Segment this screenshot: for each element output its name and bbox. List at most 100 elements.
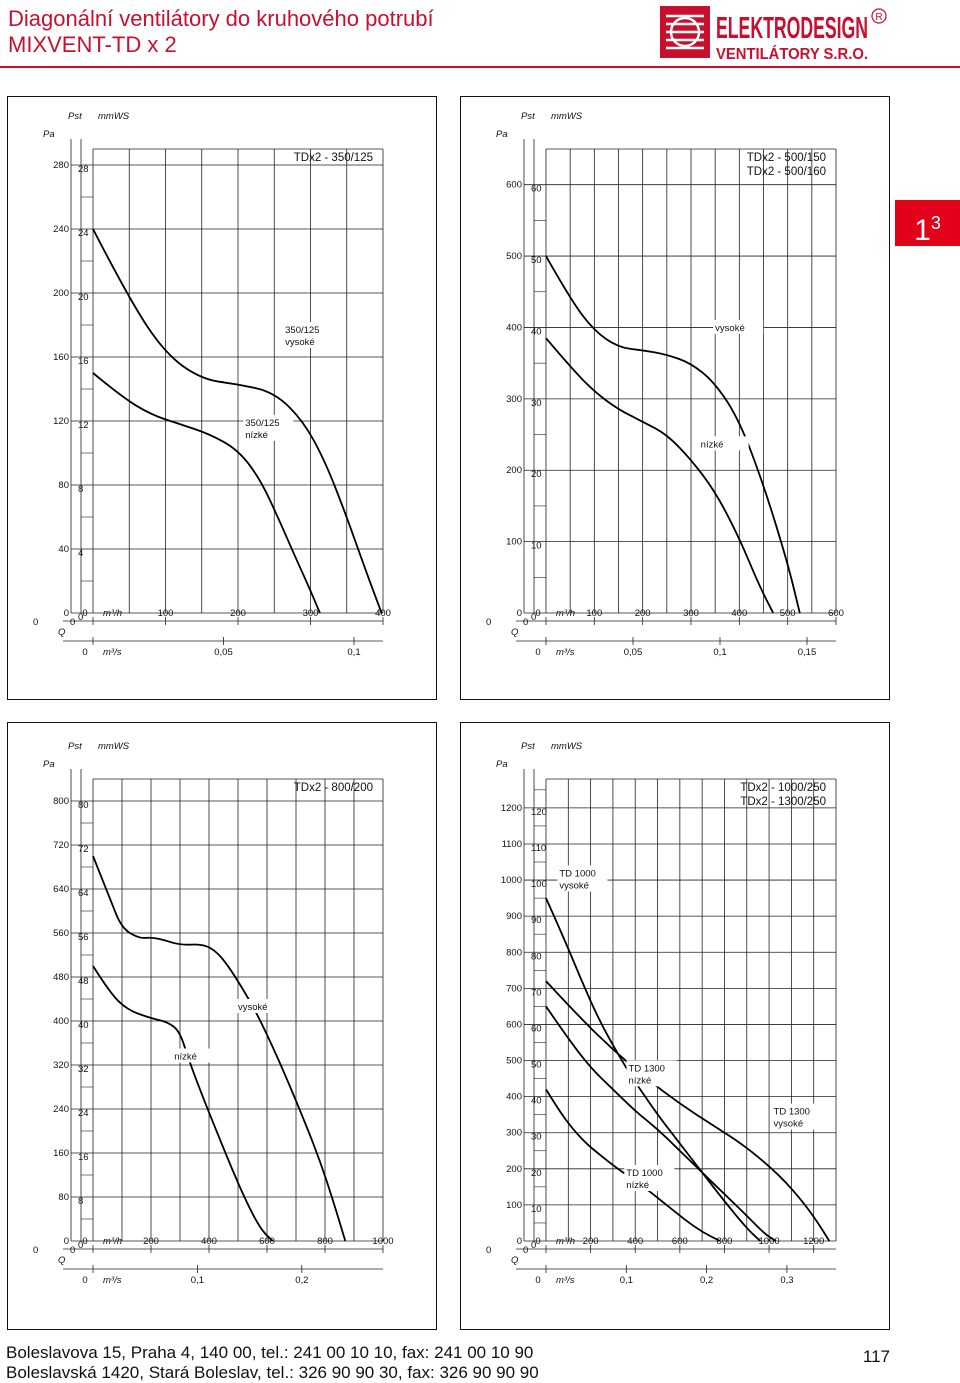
pst-label: Pst: [68, 111, 82, 122]
label-bg: [698, 436, 749, 451]
series-label: nízké: [174, 1052, 197, 1063]
mmws-tick-label: 10: [531, 1204, 542, 1215]
mmws-tick-label: 80: [531, 951, 542, 962]
pa-label: Pa: [496, 129, 508, 140]
footer-address-2: Boleslavská 1420, Stará Boleslav, tel.: …: [6, 1363, 539, 1382]
pa-zero-label: 0: [486, 617, 491, 628]
series-line: [545, 1088, 721, 1242]
pa-tick-label: 200: [506, 465, 522, 476]
pa-tick-label: 720: [53, 840, 69, 851]
x-tick-label-s: 0,05: [624, 647, 643, 658]
title-line-2: MIXVENT-TD x 2: [8, 32, 177, 57]
label-bg: [172, 1048, 223, 1063]
pa-tick-label: 400: [53, 1016, 69, 1027]
x-tick-label-s: 0,1: [620, 1275, 633, 1286]
series-line: [545, 255, 801, 614]
x-tick-label-h: 300: [683, 608, 699, 619]
x-unit-h: m³/h: [103, 1236, 122, 1247]
mmws-tick-label: 100: [531, 879, 547, 890]
pa-tick-label: 240: [53, 1104, 69, 1115]
x-tick-label-s: 0,15: [798, 647, 817, 658]
mmws-tick-label: 60: [531, 184, 542, 195]
x-tick-label-h: 200: [635, 608, 651, 619]
label-bg: [236, 999, 286, 1013]
label-bg: [713, 320, 764, 335]
series-line: [92, 855, 347, 1242]
x-tick-label-h: 200: [143, 1236, 159, 1247]
chart-title: TDx2 - 500/160: [747, 166, 826, 178]
chart-panel-800-200: 0080816016240243203240040480485605664064…: [7, 722, 437, 1330]
mmws-tick-label: 50: [531, 255, 542, 266]
series-line: [545, 897, 761, 1242]
mmws-tick-label: 90: [531, 915, 542, 926]
mmws-tick-label: 10: [531, 541, 542, 552]
x-tick-label-h: 100: [586, 608, 602, 619]
series-label-2: vysoké: [774, 1119, 804, 1130]
mmws-tick-label: 72: [78, 844, 89, 855]
pa-tick-label: 120: [53, 416, 69, 427]
x-tick-label-h: 400: [375, 608, 391, 619]
x-tick-label-h: 500: [780, 608, 796, 619]
mmws-label: mmWS: [551, 741, 583, 752]
pa-tick-label: 40: [58, 544, 69, 555]
title-line-1: Diagonální ventilátory do kruhového potr…: [8, 6, 434, 31]
q-label: Q: [511, 627, 519, 638]
x-tick-label-h: 300: [303, 608, 319, 619]
logo-registered-mark: R: [875, 12, 882, 23]
label-bg: [283, 322, 334, 348]
page-number: 117: [862, 1347, 890, 1366]
logo-sub-text: VENTILÁTORY S.R.O.: [716, 44, 868, 62]
x-tick-label-s: 0,3: [780, 1275, 793, 1286]
x-unit-h: m³/h: [556, 1236, 575, 1247]
pa-tick-label: 560: [53, 928, 69, 939]
series-line: [92, 965, 274, 1242]
mmws-tick-label: 64: [78, 888, 89, 899]
pa-zero-label: 0: [33, 1245, 38, 1256]
pa-tick-label: 80: [58, 1192, 69, 1203]
pa-tick-label: 800: [506, 947, 522, 958]
chart-panel-1000-1300: 0 0 100 10 200 20 300 30 400 40 500 50 600 60 700 70 800…: [460, 722, 890, 1330]
x-unit-s: m³/s: [556, 647, 575, 658]
series-line: [545, 980, 831, 1242]
x-tick-label-h: 400: [201, 1236, 217, 1247]
mmws-zero-label: 0: [523, 617, 528, 628]
x-unit-s: m³/s: [556, 1275, 575, 1286]
series-label: TD 1000: [626, 1168, 662, 1179]
mmws-tick-label: 56: [78, 932, 89, 943]
x-tick-label-s: 0,2: [700, 1275, 713, 1286]
series-label: TD 1300: [629, 1063, 665, 1074]
mmws-label: mmWS: [551, 111, 583, 122]
mmws-tick-label: 20: [531, 1168, 542, 1179]
x-tick-label-h: 0: [535, 1236, 540, 1247]
x-tick-label-h: 800: [317, 1236, 333, 1247]
mmws-tick-label: 20: [531, 469, 542, 480]
chart-350-125: 004048081201216016200202402428028PstPamm…: [33, 111, 391, 658]
x-tick-label-h: 600: [828, 608, 844, 619]
pst-label: Pst: [521, 111, 535, 122]
chart-panel-500: 0 0 100 10 200 20 300 30 400 40 500 50 600 60 Pst Pa mmW…: [460, 96, 890, 700]
pa-tick-label: 300: [506, 1128, 522, 1139]
pa-tick-label: 160: [53, 1148, 69, 1159]
mmws-tick-label: 40: [78, 1020, 89, 1031]
series-label: vysoké: [238, 1002, 268, 1013]
series-line: [545, 337, 775, 614]
mmws-tick-label: 0: [531, 612, 536, 623]
mmws-tick-label: 0: [78, 612, 83, 623]
mmws-zero-label: 0: [70, 617, 75, 628]
series-label-2: vysoké: [559, 880, 589, 891]
x-tick-label-h: 400: [731, 608, 747, 619]
section-tab-number: 1: [914, 214, 931, 247]
pa-tick-label: 600: [506, 180, 522, 191]
mmws-tick-label: 120: [531, 807, 547, 818]
section-tab-sup: 3: [930, 213, 941, 233]
x-tick-label-s: 0,2: [295, 1275, 308, 1286]
chart-title: TDx2 - 800/200: [294, 782, 373, 794]
pst-label: Pst: [521, 741, 535, 752]
mmws-tick-label: 28: [78, 164, 89, 175]
pa-zero-label: 0: [486, 1245, 491, 1256]
chart-800-200: 0080816016240243203240040480485605664064…: [33, 741, 394, 1286]
mmws-tick-label: 40: [531, 326, 542, 337]
series-label-2: nízké: [629, 1075, 652, 1086]
series-line: [92, 372, 321, 614]
